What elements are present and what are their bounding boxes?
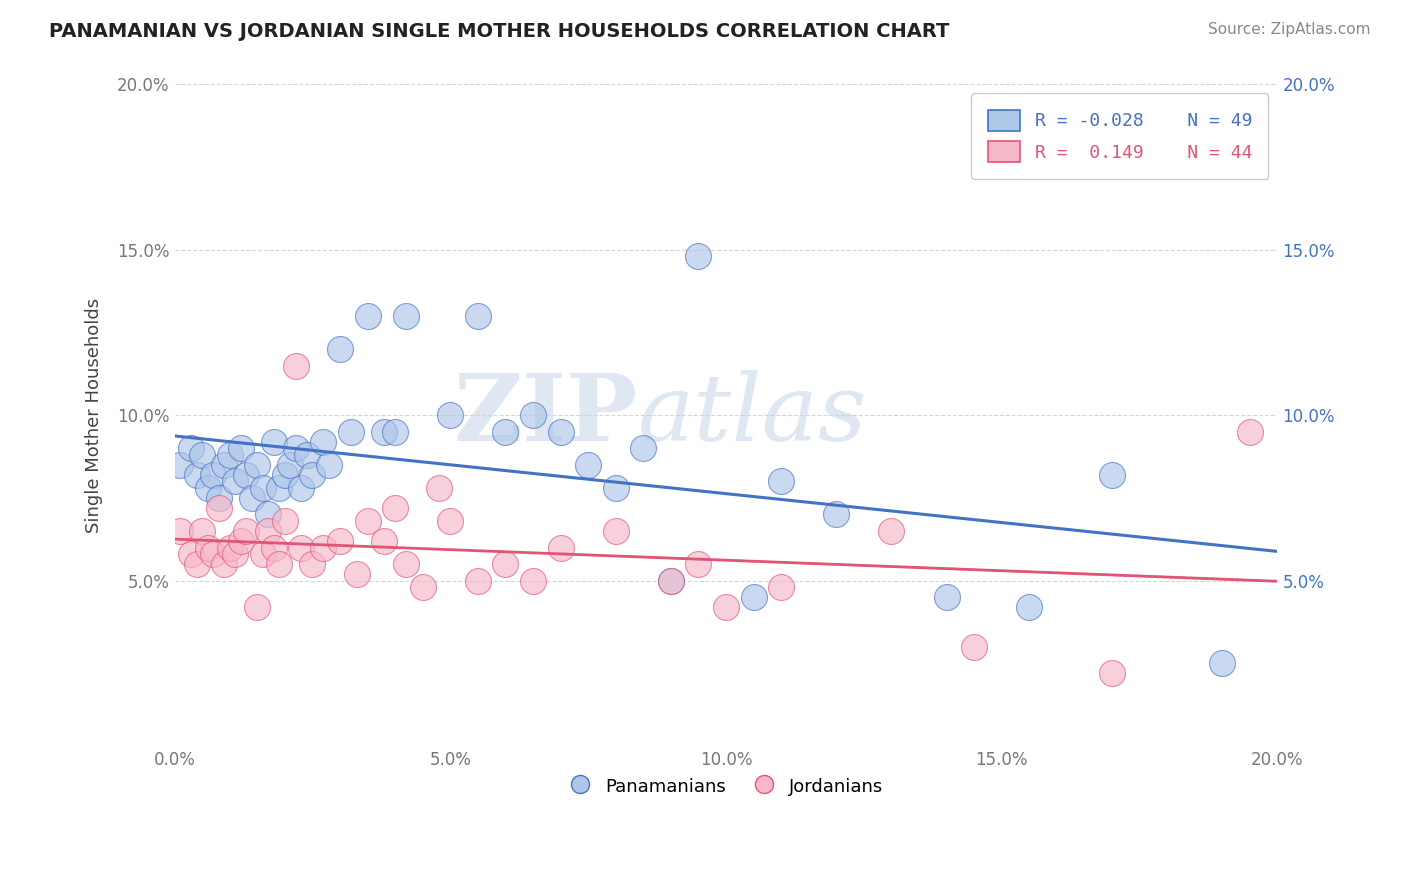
- Point: [312, 541, 335, 555]
- Point: [212, 458, 235, 472]
- Point: [218, 541, 240, 555]
- Point: [180, 547, 202, 561]
- Point: [290, 541, 312, 555]
- Point: [1018, 600, 1040, 615]
- Point: [224, 547, 246, 561]
- Point: [439, 408, 461, 422]
- Point: [208, 500, 231, 515]
- Point: [235, 467, 257, 482]
- Point: [186, 557, 208, 571]
- Point: [186, 467, 208, 482]
- Point: [295, 448, 318, 462]
- Point: [356, 309, 378, 323]
- Point: [395, 557, 418, 571]
- Point: [770, 580, 793, 594]
- Text: PANAMANIAN VS JORDANIAN SINGLE MOTHER HOUSEHOLDS CORRELATION CHART: PANAMANIAN VS JORDANIAN SINGLE MOTHER HO…: [49, 22, 949, 41]
- Point: [208, 491, 231, 505]
- Point: [263, 541, 285, 555]
- Point: [269, 481, 291, 495]
- Text: ZIP: ZIP: [454, 370, 638, 460]
- Point: [494, 557, 516, 571]
- Point: [1211, 657, 1233, 671]
- Point: [301, 557, 323, 571]
- Point: [191, 448, 214, 462]
- Point: [550, 425, 572, 439]
- Point: [494, 425, 516, 439]
- Point: [301, 467, 323, 482]
- Point: [1101, 467, 1123, 482]
- Point: [246, 458, 269, 472]
- Point: [257, 524, 280, 538]
- Point: [280, 458, 302, 472]
- Point: [224, 475, 246, 489]
- Point: [770, 475, 793, 489]
- Point: [229, 533, 252, 548]
- Text: Source: ZipAtlas.com: Source: ZipAtlas.com: [1208, 22, 1371, 37]
- Point: [169, 458, 191, 472]
- Point: [290, 481, 312, 495]
- Point: [284, 359, 307, 373]
- Legend: Panamanians, Jordanians: Panamanians, Jordanians: [561, 769, 890, 803]
- Point: [356, 514, 378, 528]
- Point: [467, 309, 489, 323]
- Point: [202, 547, 225, 561]
- Point: [550, 541, 572, 555]
- Text: atlas: atlas: [638, 370, 868, 460]
- Point: [373, 533, 395, 548]
- Point: [274, 467, 297, 482]
- Y-axis label: Single Mother Households: Single Mother Households: [86, 298, 103, 533]
- Point: [576, 458, 599, 472]
- Point: [522, 574, 544, 588]
- Point: [395, 309, 418, 323]
- Point: [246, 600, 269, 615]
- Point: [312, 434, 335, 449]
- Point: [340, 425, 363, 439]
- Point: [229, 442, 252, 456]
- Point: [935, 590, 957, 604]
- Point: [284, 442, 307, 456]
- Point: [1101, 666, 1123, 681]
- Point: [522, 408, 544, 422]
- Point: [318, 458, 340, 472]
- Point: [1239, 425, 1261, 439]
- Point: [605, 481, 627, 495]
- Point: [240, 491, 263, 505]
- Point: [714, 600, 737, 615]
- Point: [373, 425, 395, 439]
- Point: [218, 448, 240, 462]
- Point: [963, 640, 986, 654]
- Point: [235, 524, 257, 538]
- Point: [688, 557, 710, 571]
- Point: [191, 524, 214, 538]
- Point: [252, 547, 274, 561]
- Point: [659, 574, 682, 588]
- Point: [439, 514, 461, 528]
- Point: [169, 524, 191, 538]
- Point: [412, 580, 434, 594]
- Point: [257, 508, 280, 522]
- Point: [274, 514, 297, 528]
- Point: [688, 249, 710, 263]
- Point: [427, 481, 450, 495]
- Point: [269, 557, 291, 571]
- Point: [880, 524, 903, 538]
- Point: [742, 590, 765, 604]
- Point: [659, 574, 682, 588]
- Point: [633, 442, 655, 456]
- Point: [180, 442, 202, 456]
- Point: [263, 434, 285, 449]
- Point: [825, 508, 848, 522]
- Point: [329, 342, 352, 356]
- Point: [197, 541, 219, 555]
- Point: [605, 524, 627, 538]
- Point: [197, 481, 219, 495]
- Point: [384, 500, 406, 515]
- Point: [212, 557, 235, 571]
- Point: [252, 481, 274, 495]
- Point: [384, 425, 406, 439]
- Point: [346, 566, 368, 581]
- Point: [467, 574, 489, 588]
- Point: [329, 533, 352, 548]
- Point: [202, 467, 225, 482]
